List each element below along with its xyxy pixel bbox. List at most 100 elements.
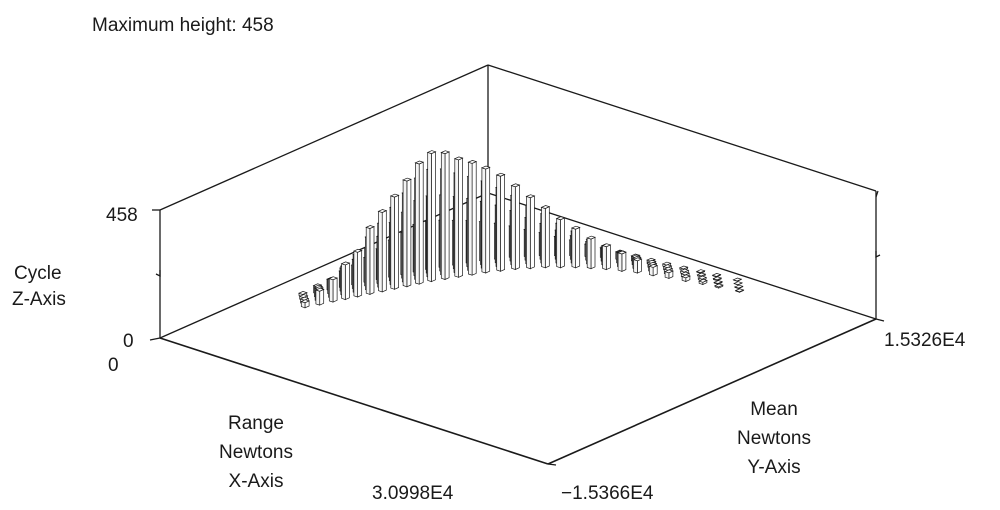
bar-side-face bbox=[571, 227, 576, 269]
bar-side-face bbox=[365, 226, 371, 295]
bar-side-face bbox=[427, 151, 432, 283]
x-axis-line bbox=[159, 337, 549, 465]
bar-top-face bbox=[440, 150, 451, 155]
tick-z-mid-right bbox=[875, 251, 881, 259]
bar-top-face bbox=[732, 277, 743, 282]
tick-x-max bbox=[547, 463, 557, 466]
bar-side-face bbox=[353, 250, 358, 298]
y-axis-title-line-1: Mean bbox=[750, 399, 798, 420]
bar-front-face bbox=[394, 194, 399, 290]
histogram-bar bbox=[632, 257, 643, 274]
histogram-bar bbox=[377, 209, 388, 293]
bar-front-face bbox=[431, 151, 436, 283]
histogram-bar bbox=[414, 160, 425, 285]
histogram-bar bbox=[696, 272, 707, 278]
bar-top-face bbox=[681, 274, 691, 279]
bar-top-face bbox=[697, 275, 708, 280]
bar-front-face bbox=[381, 210, 387, 293]
histogram-bar bbox=[453, 156, 464, 278]
bar-top-face bbox=[632, 257, 643, 262]
bar-top-face bbox=[661, 261, 672, 266]
histogram-bar bbox=[648, 264, 659, 277]
bar-top-face bbox=[711, 273, 722, 277]
bar-top-face bbox=[664, 269, 674, 274]
bar-top-face bbox=[377, 209, 388, 213]
bar-side-face bbox=[617, 252, 623, 272]
bar-top-face bbox=[713, 280, 723, 284]
bar-side-face bbox=[454, 158, 459, 278]
bar-side-face bbox=[481, 167, 487, 274]
z-axis-min-label: 0 bbox=[123, 331, 134, 352]
bar-side-face bbox=[328, 278, 334, 303]
histogram-bar bbox=[586, 235, 596, 270]
bar-side-face bbox=[402, 179, 408, 288]
bar-side-face bbox=[390, 195, 395, 290]
histogram-bar bbox=[328, 276, 339, 303]
histogram-bar bbox=[540, 205, 551, 269]
bar-top-face bbox=[495, 172, 506, 177]
bar-top-face bbox=[340, 261, 351, 266]
histogram-bar bbox=[480, 165, 491, 274]
y-axis-max-label: 1.5326E4 bbox=[884, 330, 966, 351]
bar-front-face bbox=[605, 244, 611, 271]
histogram-bar bbox=[555, 216, 566, 269]
bar-front-face bbox=[332, 277, 338, 303]
bar-top-face bbox=[389, 193, 400, 198]
y-axis-min-label: −1.5366E4 bbox=[561, 483, 654, 504]
histogram-bar bbox=[711, 273, 722, 278]
y-axis-title-line-3: Y-Axis bbox=[747, 457, 801, 478]
bar-side-face bbox=[511, 185, 516, 270]
histogram-bar bbox=[426, 150, 437, 283]
bar-front-face bbox=[500, 173, 505, 272]
bar-top-face bbox=[467, 160, 478, 164]
histogram-bar bbox=[713, 280, 723, 285]
histogram-bar bbox=[698, 278, 708, 286]
bar-front-face bbox=[357, 249, 363, 298]
bar-side-face bbox=[496, 174, 501, 272]
back-top-edge-left bbox=[159, 64, 489, 211]
bar-side-face bbox=[602, 245, 607, 271]
bar-top-face bbox=[298, 294, 309, 298]
z-axis-max-label: 458 bbox=[106, 205, 138, 226]
bar-top-face bbox=[352, 248, 363, 253]
bar-top-face bbox=[662, 264, 673, 269]
x-axis-title-line-1: Range bbox=[228, 413, 284, 434]
bar-top-face bbox=[733, 281, 743, 286]
bar-front-face bbox=[560, 217, 565, 269]
histogram-bar bbox=[352, 248, 363, 298]
bar-top-face bbox=[678, 265, 689, 270]
bar-side-face bbox=[341, 263, 346, 301]
bar-front-face bbox=[485, 166, 491, 274]
histogram-bar bbox=[601, 243, 612, 271]
bar-top-face bbox=[299, 296, 310, 301]
bar-top-face bbox=[698, 278, 708, 283]
bar-side-face bbox=[315, 289, 321, 306]
bar-side-face bbox=[468, 161, 473, 276]
bar-top-face bbox=[714, 283, 724, 288]
histogram-bar bbox=[495, 172, 506, 272]
histogram-bar bbox=[712, 276, 723, 282]
histogram-bar bbox=[681, 274, 691, 283]
bar-front-face bbox=[590, 236, 596, 270]
histogram-bar bbox=[525, 194, 536, 270]
tick-right-top bbox=[875, 190, 879, 198]
bar-top-face bbox=[300, 299, 311, 304]
histogram-bar bbox=[365, 225, 375, 295]
bar-top-face bbox=[647, 262, 658, 266]
bar-top-face bbox=[402, 177, 412, 182]
bar-side-face bbox=[440, 152, 446, 280]
bar-top-face bbox=[365, 225, 375, 229]
back-top-edge-right bbox=[487, 64, 877, 192]
bar-top-face bbox=[695, 269, 706, 273]
histogram-bar bbox=[732, 277, 743, 282]
bar-front-face bbox=[544, 206, 550, 269]
bar-side-face bbox=[526, 195, 531, 270]
bar-side-face bbox=[415, 162, 420, 285]
tick-z-mid-left bbox=[155, 270, 161, 278]
bar-front-face bbox=[406, 178, 412, 288]
x-axis-title-line-3: X-Axis bbox=[228, 471, 284, 492]
y-axis-line bbox=[547, 318, 877, 465]
bar-front-face bbox=[514, 184, 520, 271]
histogram-bar bbox=[695, 269, 706, 275]
histogram-bar bbox=[314, 287, 325, 306]
